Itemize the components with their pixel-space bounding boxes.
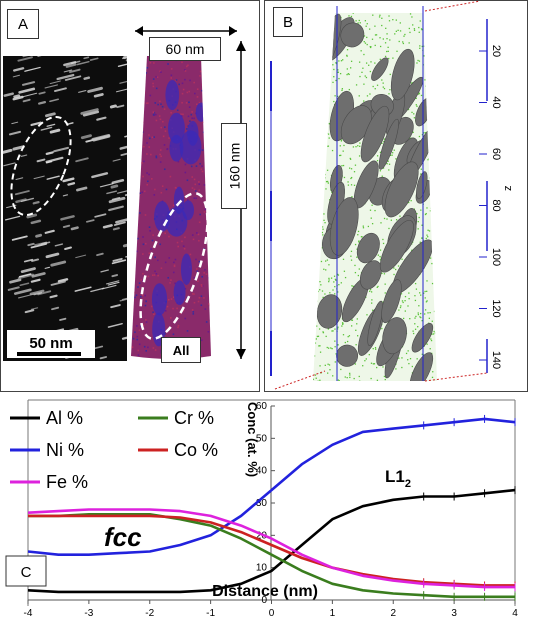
x-tick-label: 4 <box>512 608 518 619</box>
z-axis-label: z <box>502 186 514 192</box>
x-tick-label: 3 <box>451 608 457 619</box>
height-annotation: 160 nm <box>221 123 247 209</box>
x-axis-title: Distance (nm) <box>212 583 318 600</box>
x-tick-label: 1 <box>330 608 336 619</box>
x-tick-label: 0 <box>269 608 275 619</box>
z-tick-label: 40 <box>490 96 502 108</box>
z-tick-label: 80 <box>490 199 502 211</box>
z-tick-label: 20 <box>490 45 502 57</box>
z-tick-label: 100 <box>490 248 502 266</box>
panel-a: A 50 nm 60 nm 160 nm All <box>0 0 260 392</box>
tem-dark-field-image: 50 nm <box>3 56 127 361</box>
legend-label-al: Al % <box>46 408 83 428</box>
apt-reconstruction-cone <box>129 56 219 366</box>
x-tick-label: -2 <box>145 608 154 619</box>
z-tick-label: 60 <box>490 148 502 160</box>
element-tag: All <box>161 337 201 363</box>
x-tick-label: -4 <box>24 608 33 619</box>
x-tick-label: 2 <box>390 608 396 619</box>
z-tick-label: 120 <box>490 299 502 317</box>
x-tick-label: -1 <box>206 608 215 619</box>
legend-label-cr: Cr % <box>174 408 214 428</box>
legend-label-fe: Fe % <box>46 472 88 492</box>
scale-bar-text: 50 nm <box>29 335 72 352</box>
isosurface-reconstruction: 20 40 60 80 100 120 140 z <box>265 1 527 391</box>
x-tick-label: -3 <box>84 608 93 619</box>
legend-label-co: Co % <box>174 440 218 460</box>
panel-c-label: C <box>21 564 32 581</box>
legend-label-ni: Ni % <box>46 440 84 460</box>
phase-label-fcc: fcc <box>104 522 142 552</box>
y-axis-title: Conc (at. %) <box>245 402 260 477</box>
z-tick-label: 140 <box>490 351 502 369</box>
width-annotation: 60 nm <box>149 37 221 61</box>
panel-a-label: A <box>7 9 39 39</box>
